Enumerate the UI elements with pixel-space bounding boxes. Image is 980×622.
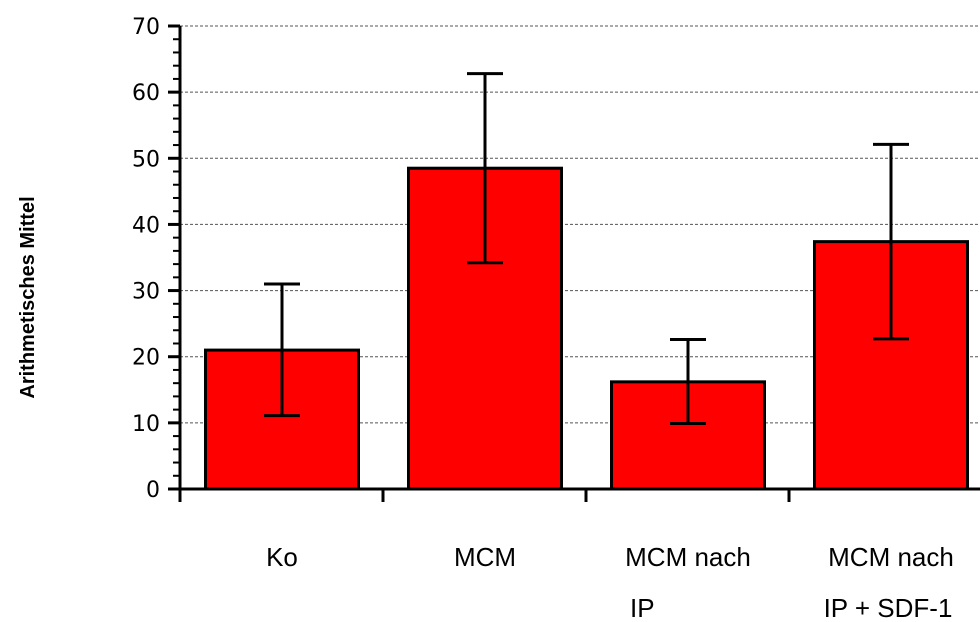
x-tick-label-line2: IP xyxy=(630,593,655,622)
y-tick-label: 20 xyxy=(132,346,160,371)
axes xyxy=(168,24,980,502)
y-axis-title: Arithmetisches Mittel xyxy=(17,196,39,398)
x-tick-label: Ko xyxy=(266,542,298,572)
y-tick-label: 10 xyxy=(132,412,160,437)
y-tick-label: 40 xyxy=(132,213,160,238)
y-tick-label: 30 xyxy=(132,280,160,305)
x-tick-label: MCM nach xyxy=(828,542,954,572)
bars xyxy=(204,166,969,491)
x-tick-label: MCM xyxy=(454,542,516,572)
y-tick-label: 0 xyxy=(146,478,160,503)
y-tick-label: 60 xyxy=(132,81,160,106)
labels: 0 10 20 30 40 50 60 70 Ko MCM MCM nach IP MCM nach IP… xyxy=(132,15,954,622)
x-tick-label-line2: IP + SDF-1 xyxy=(824,593,953,622)
error-bars xyxy=(264,72,909,426)
y-tick-label: 50 xyxy=(132,147,160,172)
x-tick-label: MCM nach xyxy=(625,542,751,572)
y-tick-label: 70 xyxy=(132,15,160,40)
